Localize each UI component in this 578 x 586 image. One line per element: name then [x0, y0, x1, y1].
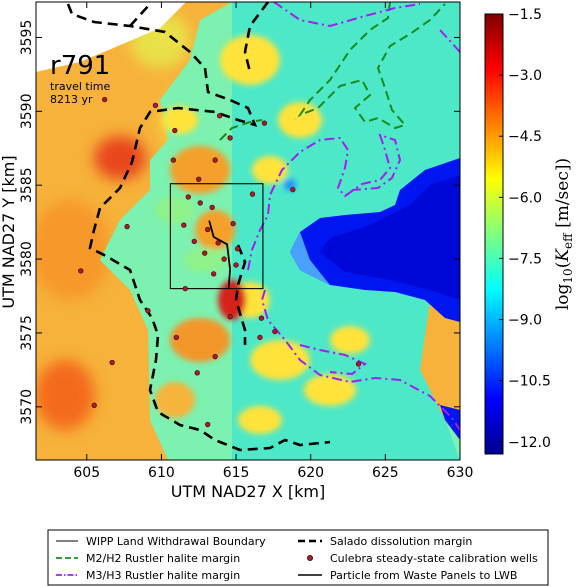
travel-time-label: travel time	[50, 80, 110, 93]
calibration-well	[124, 223, 130, 230]
m2h2-halite-margin	[297, 2, 446, 130]
calibration-well	[221, 256, 227, 262]
colorbar: −1.5 −3.0 −4.5 −6.0 −7.5 −9.0 −10.5 −12.0 log10…	[484, 7, 575, 455]
y-tick-label: 3590	[19, 94, 35, 130]
calibration-well	[194, 370, 200, 376]
plot-frame	[35, 1, 461, 461]
run-name: r791	[50, 51, 110, 81]
calibration-well	[191, 238, 197, 244]
calibration-well	[227, 314, 233, 320]
x-tick-label: 630	[447, 465, 474, 481]
colorbar-tick-label: −12.0	[508, 435, 551, 451]
legend: WIPP Land Withdrawal Boundary Salado dis…	[47, 529, 549, 586]
legend-label-salado: Salado dissolution margin	[330, 535, 472, 548]
calibration-well	[227, 135, 233, 141]
x-tick-label: 615	[223, 465, 250, 481]
particle-path	[208, 220, 231, 289]
calibration-well	[209, 204, 215, 211]
colorbar-tick-label: −3.0	[508, 68, 542, 84]
calibration-wells	[78, 96, 362, 428]
calibration-well	[205, 421, 211, 428]
colorbar-label: log10(Keff [m/sec])	[553, 158, 575, 310]
calibration-well	[172, 127, 178, 134]
calibration-well	[212, 353, 218, 360]
calibration-well	[216, 113, 223, 119]
colorbar-tick-label: −7.5	[508, 251, 542, 267]
y-axis: 3570 3575 3580 3585 3590 3595	[19, 20, 460, 425]
calibration-well	[185, 194, 191, 200]
calibration-well	[272, 328, 278, 335]
heatmap-field	[36, 2, 460, 460]
calibration-well	[258, 315, 265, 321]
colorbar-tick-label: −6.0	[508, 190, 542, 206]
colorbar-gradient	[484, 13, 504, 455]
calibration-well	[257, 334, 263, 341]
calibration-well	[102, 96, 108, 103]
calibration-well	[173, 334, 179, 341]
calibration-well	[234, 246, 241, 252]
calibration-well	[145, 308, 151, 314]
legend-label-particle: Particle from Waste Panels to LWB	[330, 569, 517, 582]
x-tick-label: 625	[372, 465, 399, 481]
calibration-well	[78, 268, 84, 274]
calibration-well	[197, 200, 203, 206]
m3h3-halite-margin	[273, 2, 460, 53]
calibration-well	[355, 361, 362, 367]
legend-swatch-wells	[306, 555, 313, 562]
colorbar-tick-label: −1.5	[508, 7, 542, 23]
y-tick-label: 3585	[19, 167, 35, 203]
wipp-land-withdrawal-boundary	[169, 183, 264, 290]
calibration-well	[211, 271, 217, 277]
calibration-well	[170, 157, 177, 163]
x-axis: 605 610 615 620 625 630	[73, 2, 473, 481]
calibration-well	[230, 220, 236, 227]
y-tick-label: 3580	[19, 241, 35, 277]
calibration-well	[290, 186, 296, 193]
legend-label-m2h2: M2/H2 Rustler halite margin	[86, 552, 240, 565]
x-tick-label: 620	[297, 465, 324, 481]
calibration-well	[109, 359, 115, 366]
colorbar-tick-label: −9.0	[508, 313, 542, 329]
legend-frame	[47, 529, 549, 586]
x-axis-label: UTM NAD27 X [km]	[171, 482, 325, 501]
y-tick-label: 3570	[19, 389, 35, 425]
calibration-well	[215, 240, 221, 246]
map-overlays	[66, 2, 460, 452]
calibration-well	[202, 250, 208, 256]
y-tick-label: 3575	[19, 315, 35, 351]
colorbar-tick-label: −10.5	[508, 374, 551, 390]
colorbar-tick-label: −4.5	[508, 129, 542, 145]
travel-time-value: 8213 yr	[50, 93, 93, 106]
x-tick-label: 610	[148, 465, 175, 481]
calibration-well	[249, 191, 256, 197]
y-tick-label: 3595	[19, 20, 35, 56]
legend-label-wipp: WIPP Land Withdrawal Boundary	[86, 535, 266, 548]
calibration-well	[152, 102, 159, 109]
calibration-well	[196, 176, 202, 182]
legend-label-m3h3: M3/H3 Rustler halite margin	[86, 569, 240, 582]
legend-label-wells: Culebra steady-state calibration wells	[330, 552, 538, 565]
calibration-well	[205, 226, 211, 233]
calibration-well	[261, 120, 268, 126]
calibration-well	[181, 222, 187, 228]
calibration-well	[182, 285, 188, 292]
y-axis-label: UTM NAD27 Y [km]	[0, 155, 18, 308]
calibration-well	[233, 262, 239, 268]
x-tick-label: 605	[73, 465, 100, 481]
colorbar-ticks: −1.5 −3.0 −4.5 −6.0 −7.5 −9.0 −10.5 −12.0	[499, 7, 551, 451]
calibration-well	[212, 157, 218, 163]
calibration-well	[91, 402, 97, 408]
